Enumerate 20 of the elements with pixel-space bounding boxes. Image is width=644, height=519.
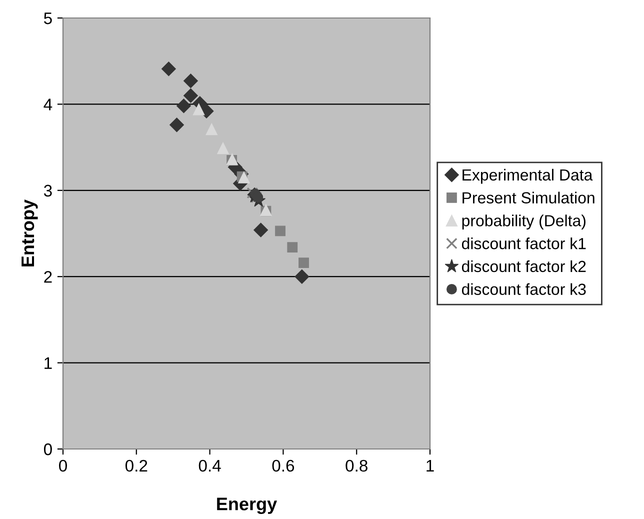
y-tick-label: 3 [44, 184, 52, 197]
legend-label: discount factor k3 [462, 283, 586, 295]
legend-label: Present Simulation [462, 192, 594, 204]
x-axis-title: Energy [217, 498, 278, 514]
y-tick-label: 1 [44, 357, 52, 369]
y-tick-label: 4 [44, 98, 52, 110]
x-tick-label: 0.8 [346, 460, 368, 472]
legend-label: Experimental Data [462, 168, 593, 184]
y-tick-label: 0 [44, 443, 52, 456]
legend-label: discount factor k2 [462, 260, 586, 272]
x-tick-label: 0 [59, 460, 67, 472]
legend-label: discount factor k1 [462, 237, 586, 250]
y-tick-label: 2 [44, 271, 52, 283]
legend-label: probability (Delta) [462, 214, 586, 230]
x-tick-label: 0.4 [198, 460, 221, 472]
x-tick-label: 0.2 [125, 460, 148, 472]
y-axis-title: Entropy [22, 199, 38, 266]
x-tick-label: 0.6 [272, 460, 294, 472]
x-tick-label: 1 [426, 460, 434, 472]
y-tick-label: 5 [44, 12, 52, 24]
